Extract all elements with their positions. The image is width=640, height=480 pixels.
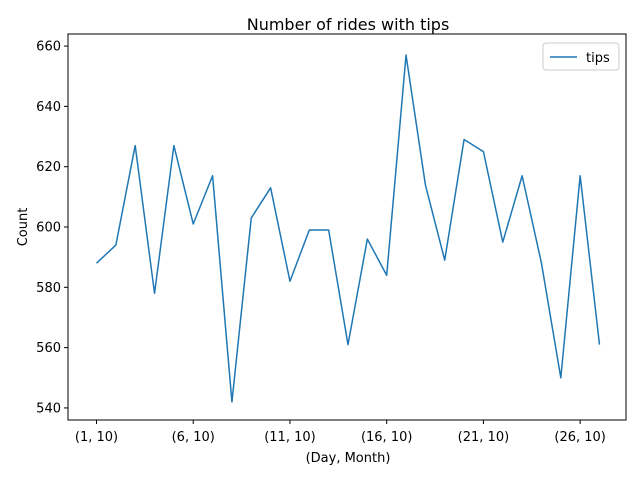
x-axis-label: (Day, Month) — [306, 451, 391, 466]
legend-box — [542, 42, 620, 71]
y-tick-label: 640 — [36, 100, 61, 115]
chart-title: Number of rides with tips — [247, 15, 450, 34]
x-tick-label: (16, 10) — [361, 430, 413, 445]
plot-frame — [67, 33, 627, 421]
y-tick-label: 620 — [36, 160, 61, 175]
legend: tips — [542, 42, 620, 71]
y-tick-label: 540 — [36, 401, 61, 416]
x-tick-label: (21, 10) — [458, 430, 510, 445]
legend-label-tips: tips — [586, 51, 610, 66]
x-tick-label: (11, 10) — [264, 430, 316, 445]
y-axis-label: Count — [16, 208, 31, 247]
y-tick-label: 580 — [36, 281, 61, 296]
x-tick-label: (26, 10) — [554, 430, 606, 445]
y-tick-label: 660 — [36, 40, 61, 55]
y-tick-label: 560 — [36, 341, 61, 356]
y-axis: 540 560 580 600 620 640 660 — [36, 40, 68, 416]
y-tick-label: 600 — [36, 221, 61, 236]
x-tick-label: (6, 10) — [172, 430, 215, 445]
x-tick-label: (1, 10) — [75, 430, 118, 445]
series-line-tips — [95, 54, 601, 403]
series-layer — [95, 54, 601, 403]
x-axis: (1, 10) (6, 10) (11, 10) (16, 10) (21, 10) (2… — [75, 420, 606, 445]
